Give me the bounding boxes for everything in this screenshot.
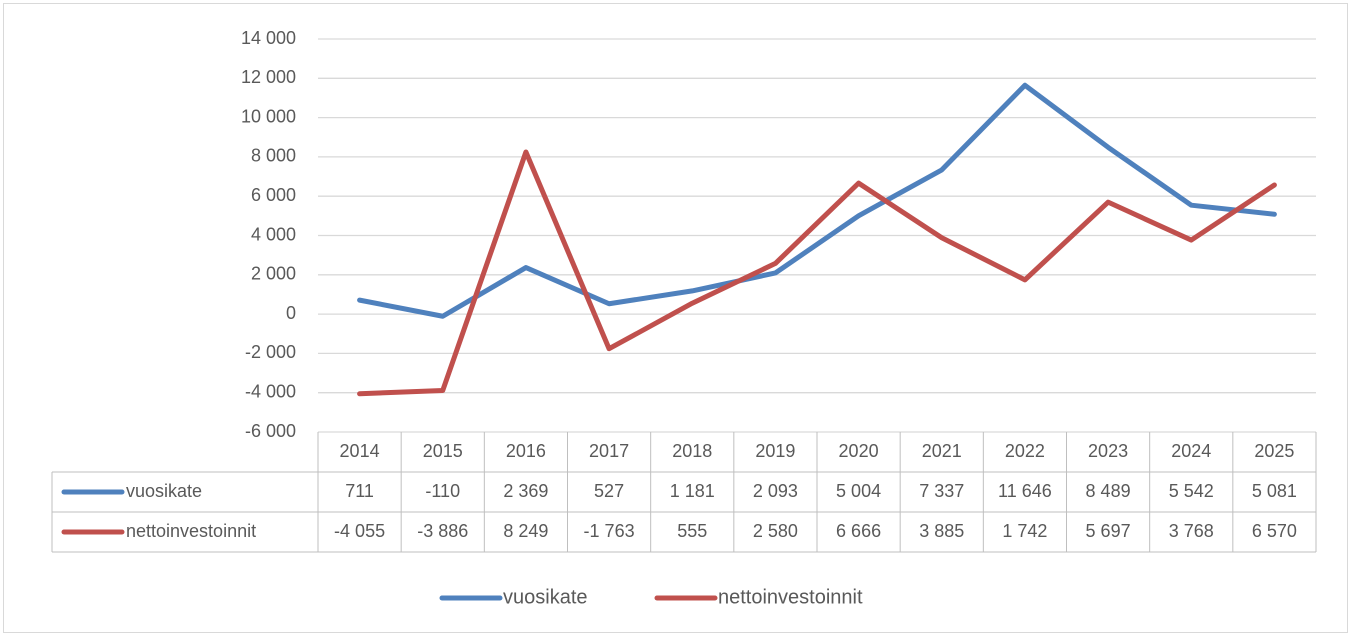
table-value: 2 093 bbox=[753, 481, 798, 501]
table-value: -1 763 bbox=[584, 521, 635, 541]
table-value: 8 489 bbox=[1086, 481, 1131, 501]
table-value: 5 542 bbox=[1169, 481, 1214, 501]
table-value: 2 580 bbox=[753, 521, 798, 541]
y-tick-label: -2 000 bbox=[245, 342, 296, 362]
table-value: -3 886 bbox=[417, 521, 468, 541]
y-tick-label: -4 000 bbox=[245, 381, 296, 401]
table-series-name: nettoinvestoinnit bbox=[126, 521, 256, 541]
y-tick-label: 6 000 bbox=[251, 185, 296, 205]
y-tick-label: 14 000 bbox=[241, 28, 296, 48]
y-tick-label: 8 000 bbox=[251, 146, 296, 166]
y-tick-label: 4 000 bbox=[251, 224, 296, 244]
x-tick-label: 2015 bbox=[423, 441, 463, 461]
x-tick-label: 2020 bbox=[839, 441, 879, 461]
table-value: 5 697 bbox=[1086, 521, 1131, 541]
table-value: 3 885 bbox=[919, 521, 964, 541]
x-tick-label: 2019 bbox=[755, 441, 795, 461]
chart-frame bbox=[3, 3, 1348, 633]
y-tick-label: 10 000 bbox=[241, 106, 296, 126]
x-tick-label: 2018 bbox=[672, 441, 712, 461]
table-value: 2 369 bbox=[503, 481, 548, 501]
table-value: 1 742 bbox=[1002, 521, 1047, 541]
x-tick-label: 2024 bbox=[1171, 441, 1211, 461]
x-tick-label: 2016 bbox=[506, 441, 546, 461]
table-value: 3 768 bbox=[1169, 521, 1214, 541]
table-value: 527 bbox=[594, 481, 624, 501]
table-value: 8 249 bbox=[503, 521, 548, 541]
table-value: -110 bbox=[425, 481, 460, 501]
table-value: -4 055 bbox=[334, 521, 385, 541]
y-tick-label: 0 bbox=[286, 303, 296, 323]
x-tick-label: 2017 bbox=[589, 441, 629, 461]
table-value: 1 181 bbox=[670, 481, 715, 501]
legend-label: vuosikate bbox=[503, 586, 588, 608]
data-line bbox=[357, 82, 1277, 319]
y-tick-label: 2 000 bbox=[251, 264, 296, 284]
table-value: 555 bbox=[677, 521, 707, 541]
table-value: 711 bbox=[345, 481, 374, 501]
table-value: 11 646 bbox=[998, 481, 1052, 501]
table-value: 7 337 bbox=[919, 481, 964, 501]
table-series-name: vuosikate bbox=[126, 481, 202, 501]
table-value: 5 004 bbox=[836, 481, 881, 501]
x-tick-label: 2014 bbox=[340, 441, 380, 461]
data-line bbox=[357, 149, 1277, 397]
y-tick-label: 12 000 bbox=[241, 67, 296, 87]
table-value: 6 570 bbox=[1252, 521, 1297, 541]
y-tick-label: -6 000 bbox=[245, 421, 296, 441]
legend-label: nettoinvestoinnit bbox=[718, 586, 863, 608]
x-tick-label: 2025 bbox=[1254, 441, 1294, 461]
x-tick-label: 2022 bbox=[1005, 441, 1045, 461]
table-value: 5 081 bbox=[1252, 481, 1297, 501]
x-tick-label: 2023 bbox=[1088, 441, 1128, 461]
x-tick-label: 2021 bbox=[922, 441, 962, 461]
table-value: 6 666 bbox=[836, 521, 881, 541]
